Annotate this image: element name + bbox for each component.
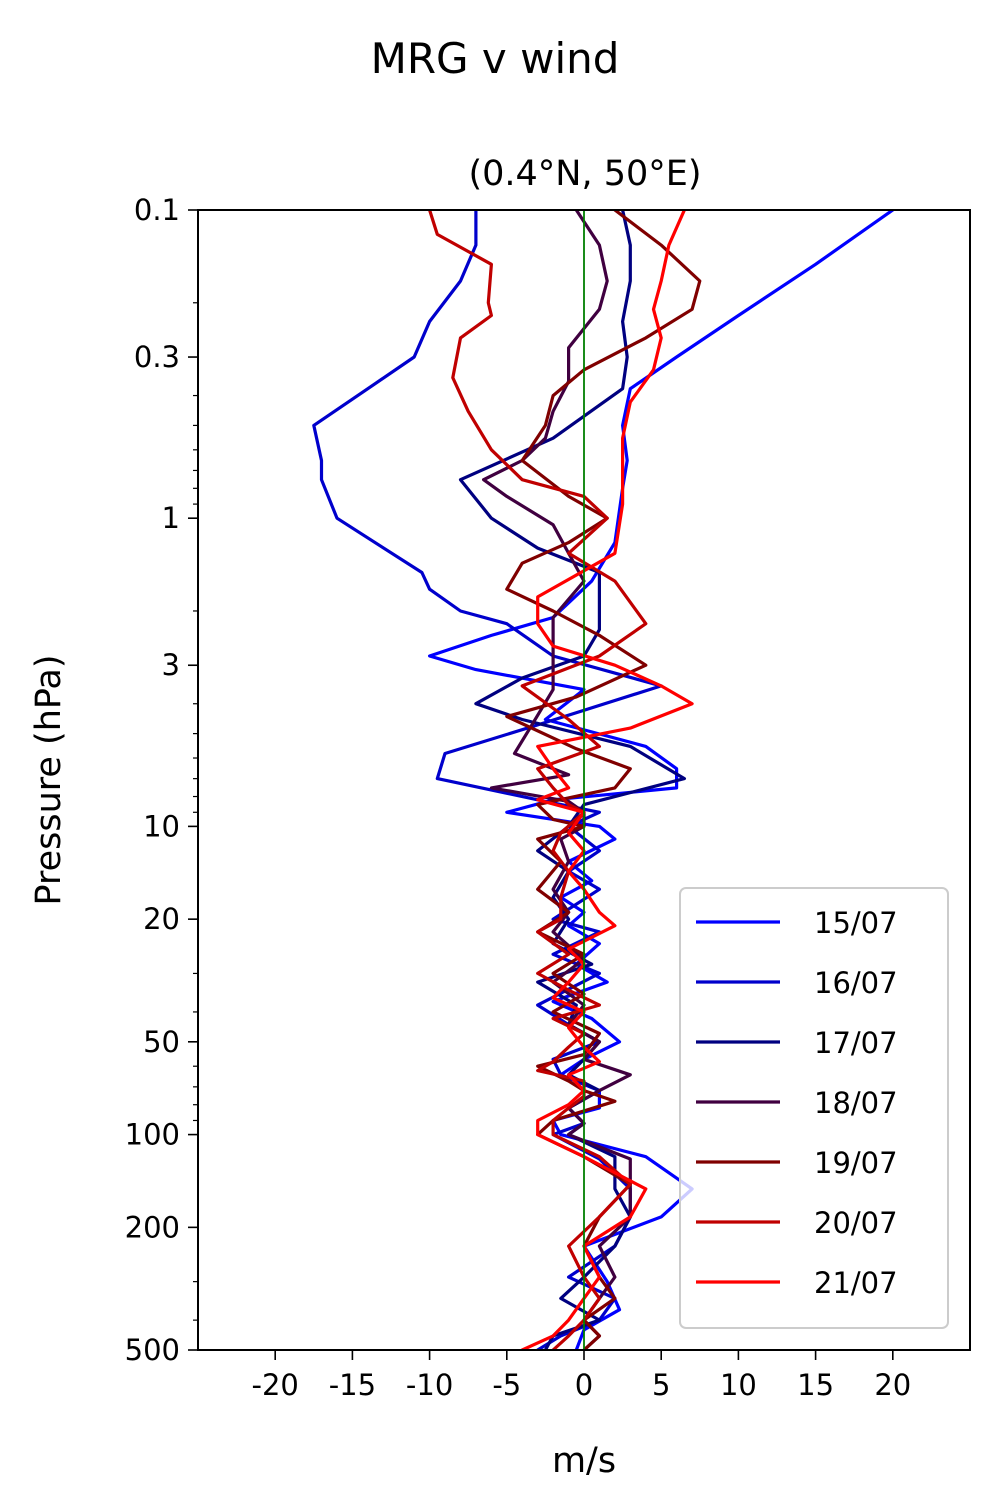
x-tick-label: -20 <box>252 1368 299 1402</box>
y-tick-label: 500 <box>125 1333 180 1367</box>
x-tick-label: -5 <box>492 1368 521 1402</box>
series-line-5 <box>428 210 648 1350</box>
y-axis: 0.1 0.3 1 3 10 20 50 100 200 500 <box>125 193 198 1367</box>
y-tick-label: 20 <box>143 902 180 936</box>
series-line-6 <box>520 210 694 1350</box>
legend-label: 15/07 <box>814 906 898 940</box>
legend-frame <box>679 887 949 1329</box>
legend-label: 21/07 <box>814 1266 898 1300</box>
figure-suptitle: MRG v wind <box>371 34 620 83</box>
chart-title: (0.4°N, 50°E) <box>468 154 701 194</box>
x-tick-label: -10 <box>406 1368 453 1402</box>
x-tick-label: 10 <box>720 1368 757 1402</box>
y-tick-label: 10 <box>143 809 180 843</box>
y-tick-label: 0.1 <box>134 193 180 227</box>
legend-label: 20/07 <box>814 1206 898 1240</box>
legend: 15/07 16/07 17/07 18/07 19/07 20/07 21/07 <box>679 887 949 1329</box>
legend-label: 16/07 <box>814 966 898 1000</box>
y-axis-label: Pressure (hPa) <box>29 654 69 905</box>
y-tick-label: 200 <box>125 1210 180 1244</box>
x-tick-label: 5 <box>652 1368 670 1402</box>
legend-label: 18/07 <box>814 1086 898 1120</box>
legend-label: 17/07 <box>814 1026 898 1060</box>
series-layer <box>312 210 895 1350</box>
legend-label: 19/07 <box>814 1146 898 1180</box>
y-tick-label: 1 <box>162 501 180 535</box>
x-tick-label: 15 <box>797 1368 834 1402</box>
y-tick-label: 3 <box>162 648 180 682</box>
x-tick-label: 0 <box>575 1368 593 1402</box>
x-axis-label: m/s <box>552 1441 616 1481</box>
series-line-3 <box>482 210 632 1350</box>
y-tick-label: 0.3 <box>134 340 180 374</box>
y-tick-label: 50 <box>143 1025 180 1059</box>
series-line-1 <box>312 210 663 1350</box>
x-tick-label: 20 <box>874 1368 911 1402</box>
y-tick-label: 100 <box>125 1118 180 1152</box>
x-axis: -20 -15 -10 -5 0 5 10 15 20 <box>252 1350 911 1402</box>
x-tick-label: -15 <box>329 1368 376 1402</box>
